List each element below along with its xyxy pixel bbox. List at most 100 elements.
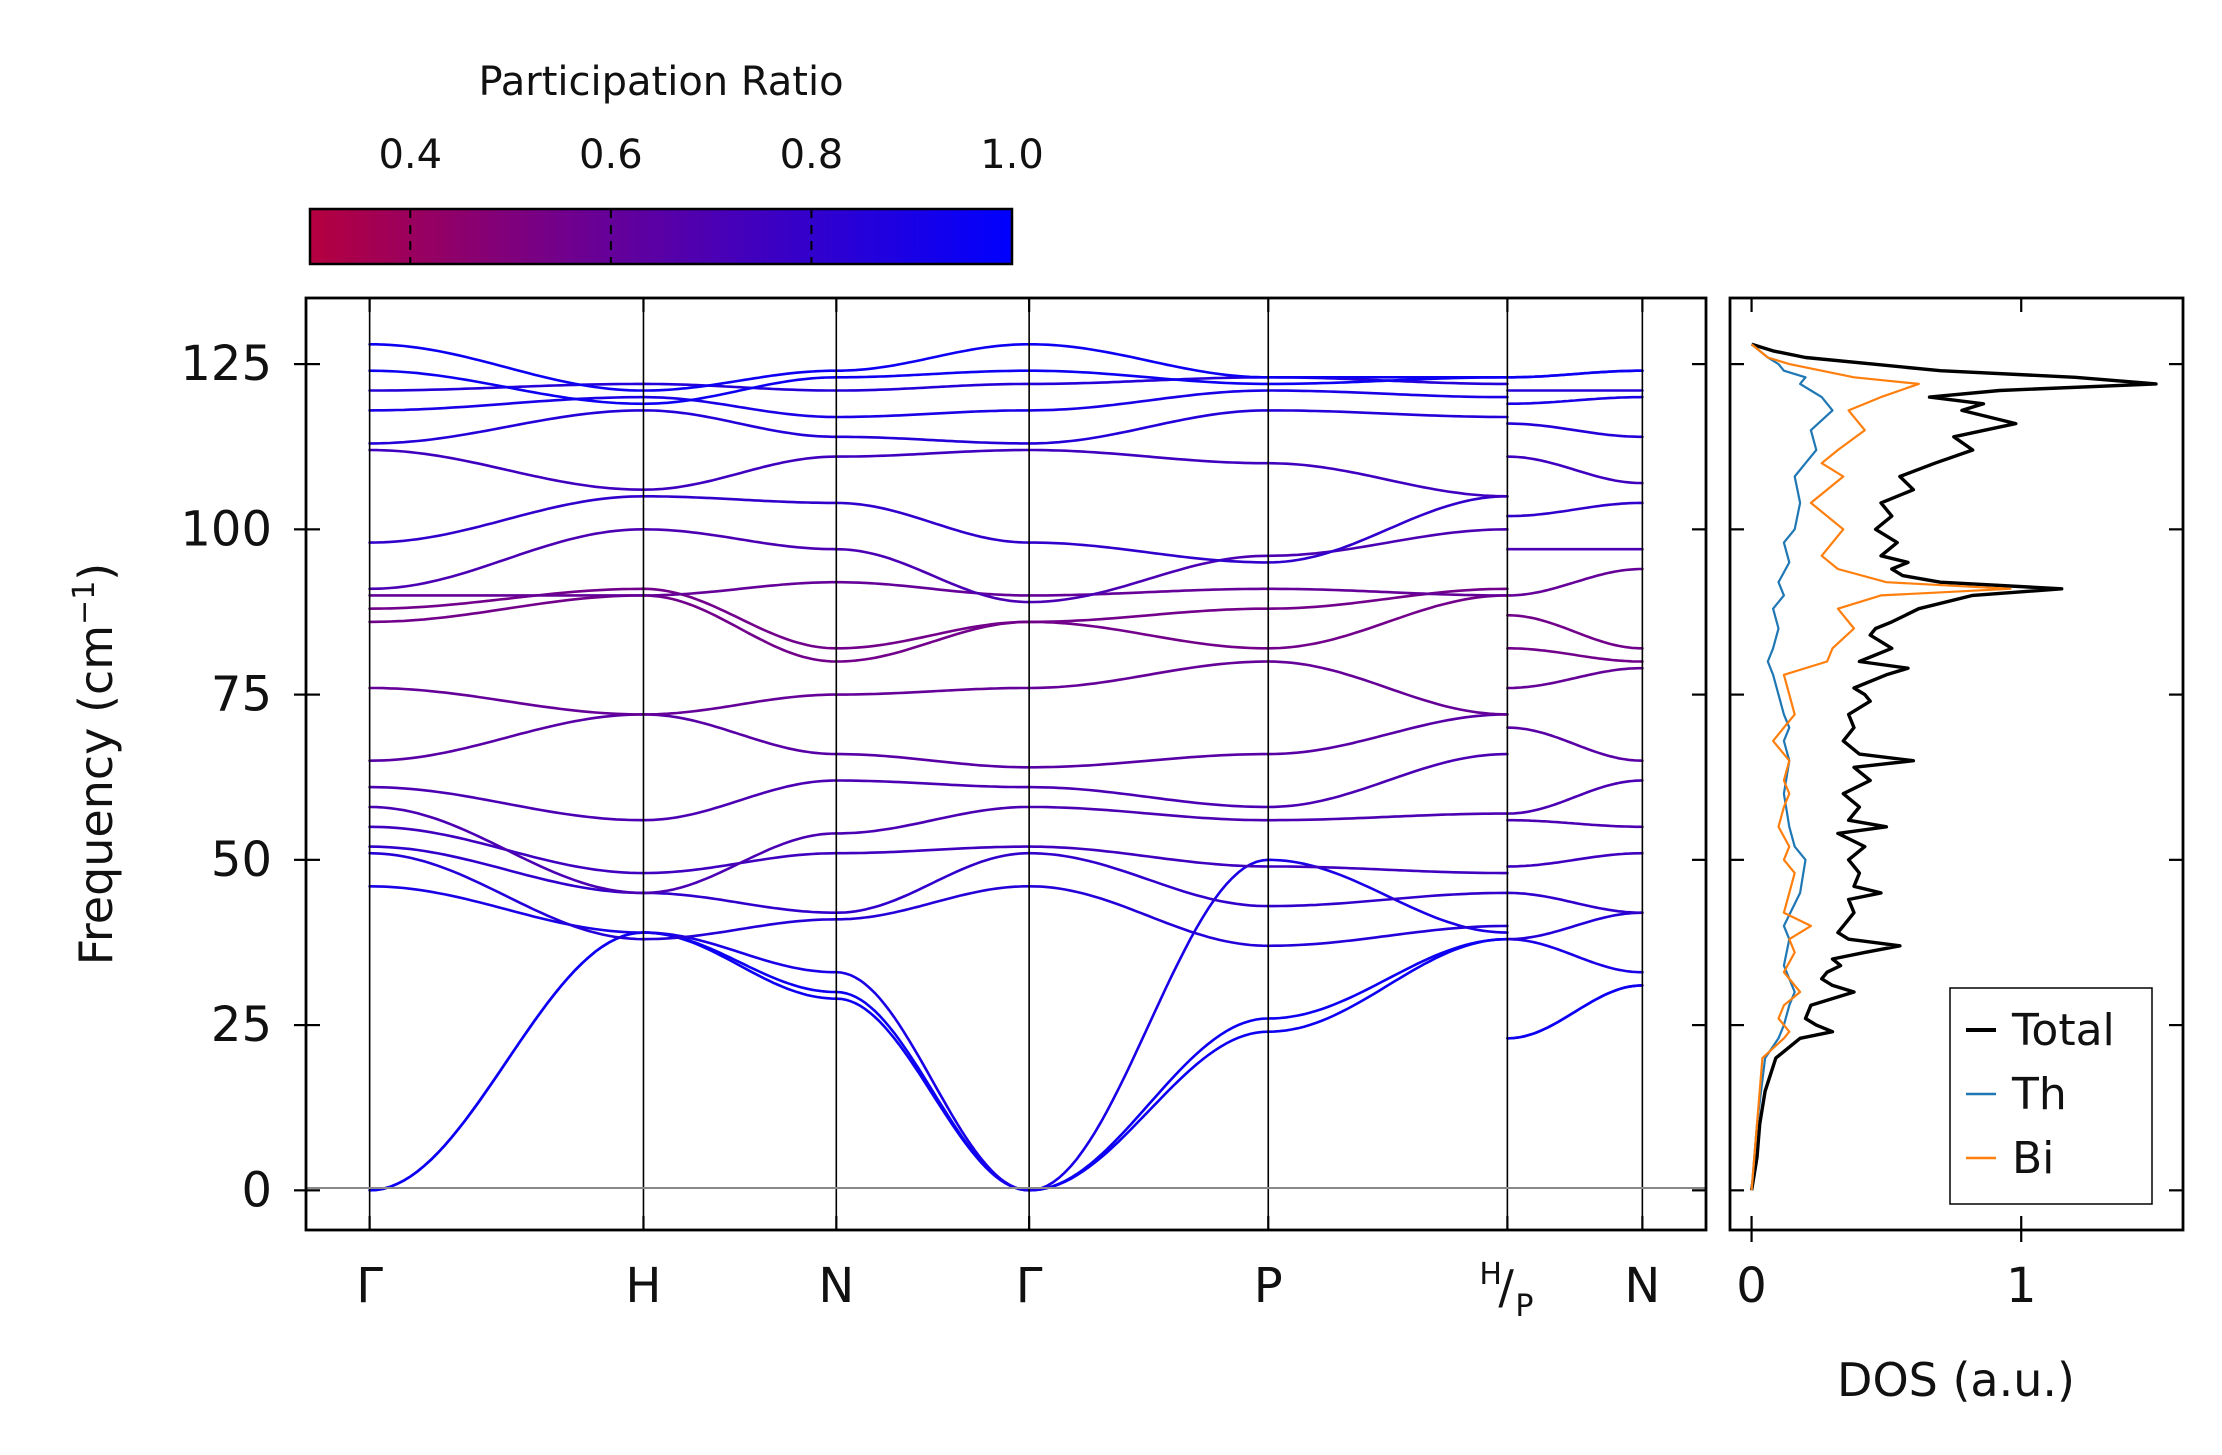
- band-line: [368, 409, 645, 445]
- band-line: [1506, 395, 1644, 406]
- band-line: [642, 395, 838, 419]
- path-label: H: [625, 1258, 661, 1314]
- dos-x-tick-label: 1: [2006, 1258, 2037, 1314]
- band-line: [1027, 805, 1270, 822]
- band-line: [642, 382, 838, 392]
- band-line: [1506, 984, 1644, 1040]
- band-line: [642, 369, 838, 392]
- band-line: [642, 931, 838, 974]
- band-line: [1027, 376, 1270, 386]
- band-line: [835, 343, 1031, 372]
- colorbar: Participation Ratio 0.4 0.6 0.8 1.0: [308, 59, 1044, 266]
- band-line: [1027, 885, 1270, 948]
- band-line: [368, 686, 645, 716]
- path-label-P: P: [1515, 1289, 1533, 1324]
- dos-curve-bi: [1750, 343, 2012, 1191]
- band-line: [835, 547, 1031, 604]
- band-line: [368, 343, 645, 392]
- y-tick-label: 25: [211, 997, 272, 1053]
- band-line: [642, 713, 838, 756]
- band-line: [368, 594, 645, 624]
- band-line: [642, 587, 838, 650]
- path-label: H/P: [1479, 1257, 1533, 1324]
- colorbar-tick-label: 1.0: [980, 132, 1044, 178]
- path-label: Γ: [356, 1258, 383, 1314]
- band-line: [642, 779, 838, 822]
- y-tick-label: 50: [211, 832, 272, 888]
- band-line: [835, 779, 1031, 789]
- band-line: [1267, 587, 1509, 610]
- band-line: [642, 455, 838, 491]
- phonon-bands: [368, 343, 1644, 1192]
- colorbar-tick-label: 0.8: [780, 132, 844, 178]
- band-line: [1267, 752, 1509, 809]
- band-line: [835, 501, 1031, 544]
- legend-box: [1949, 987, 2153, 1205]
- band-line: [1506, 937, 1644, 974]
- band-line: [1506, 369, 1644, 379]
- band-line: [1027, 389, 1270, 412]
- band-line: [1506, 911, 1644, 941]
- colorbar-tick-labels: 0.4 0.6 0.8 1.0: [378, 132, 1043, 178]
- band-line: [642, 376, 838, 406]
- band-line: [368, 495, 645, 544]
- dos-curve-th: [1750, 343, 1834, 1191]
- band-line: [1267, 937, 1509, 1020]
- colorbar-gradient: [308, 207, 1014, 266]
- colorbar-tick-label: 0.6: [579, 132, 643, 178]
- band-line: [835, 448, 1031, 458]
- band-line: [835, 845, 1031, 855]
- band-line: [1267, 528, 1509, 558]
- band-line: [1027, 607, 1270, 624]
- band-line: [1506, 851, 1644, 868]
- band-line: [368, 528, 645, 591]
- dos-curve-total: [1749, 342, 2158, 1191]
- band-line: [1506, 422, 1644, 439]
- band-line: [835, 620, 1031, 663]
- band-line: [368, 885, 645, 934]
- path-label: P: [1254, 1258, 1283, 1314]
- band-line: [1027, 343, 1270, 379]
- frequency-axis-ticks: 0 25 50 75 100 125: [180, 336, 1706, 1218]
- band-line: [1506, 891, 1644, 914]
- band-line: [1267, 865, 1509, 875]
- band-line: [1027, 409, 1270, 445]
- colorbar-tick-label: 0.4: [378, 132, 442, 178]
- band-line: [1267, 587, 1509, 597]
- path-label: N: [1624, 1258, 1660, 1314]
- band-line: [1267, 937, 1509, 1033]
- dos-x-tick-label: 0: [1736, 1258, 1767, 1314]
- band-line: [642, 409, 838, 439]
- band-line: [1267, 389, 1509, 399]
- band-line: [368, 805, 645, 895]
- y-tick-label: 75: [211, 667, 272, 723]
- band-line: [1027, 660, 1270, 690]
- band-line: [1506, 818, 1644, 829]
- band-line: [835, 369, 1031, 379]
- band-line: [1267, 660, 1509, 716]
- band-line: [835, 997, 1031, 1192]
- band-line: [1267, 461, 1509, 498]
- band-line: [1267, 924, 1509, 948]
- high-symmetry-lines: [368, 298, 1644, 1230]
- band-line: [1267, 812, 1509, 822]
- legend-label: Total: [2011, 1005, 2115, 1056]
- y-tick-label: 125: [180, 336, 272, 392]
- band-line: [1506, 567, 1644, 597]
- band-line: [835, 686, 1031, 696]
- band-line: [1027, 1017, 1270, 1192]
- band-line: [1027, 620, 1270, 650]
- path-axis-ticks: Γ H N Γ P H/P N: [356, 298, 1660, 1324]
- band-line: [1027, 851, 1270, 908]
- band-line: [1506, 614, 1644, 650]
- band-line: [835, 970, 1031, 1192]
- band-line: [368, 851, 645, 941]
- dos-curves: [1749, 342, 2158, 1191]
- legend-label: Bi: [2012, 1133, 2054, 1184]
- band-line: [368, 845, 645, 895]
- band-line: [1027, 785, 1270, 809]
- band-line: [1027, 1030, 1270, 1192]
- band-line: [642, 918, 838, 941]
- band-line: [368, 713, 645, 762]
